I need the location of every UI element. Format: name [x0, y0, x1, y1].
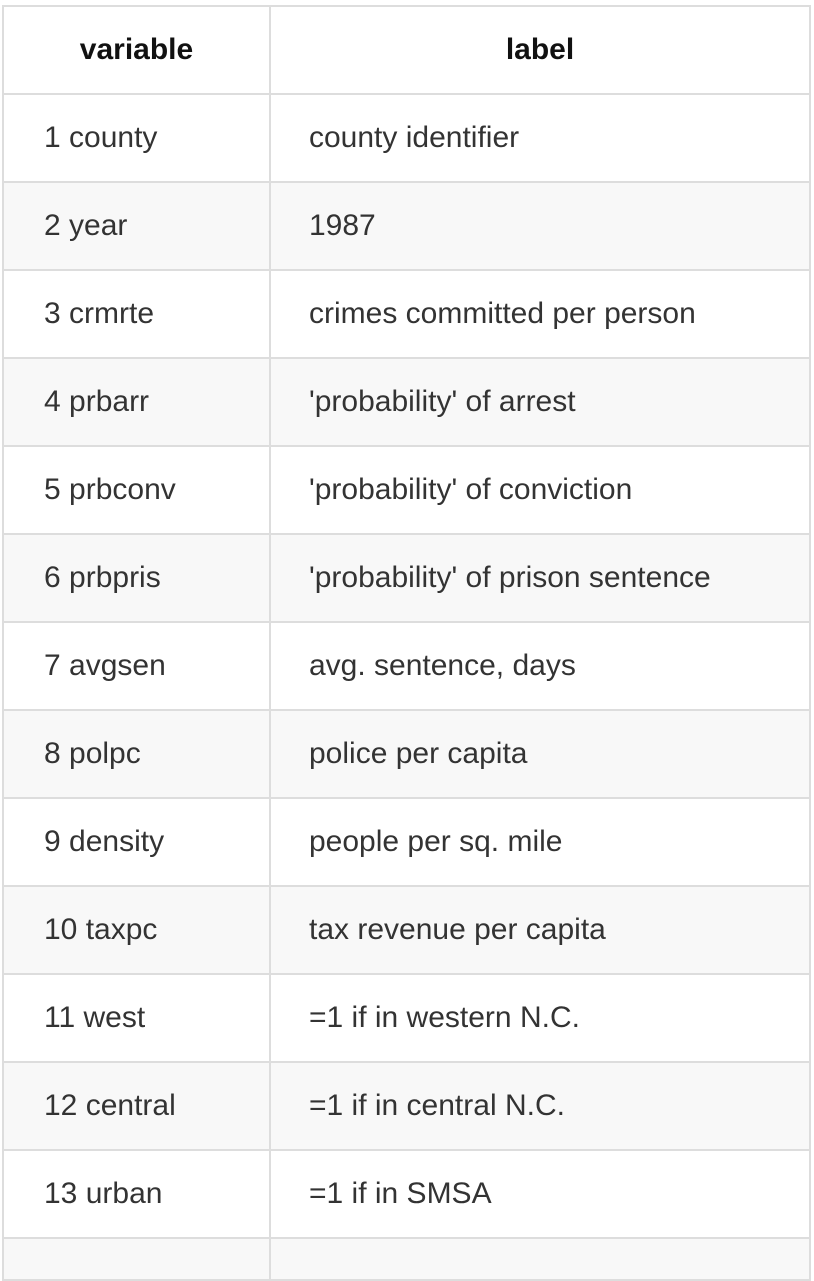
- table-row: 12 central =1 if in central N.C.: [2, 1061, 811, 1151]
- variable-cell: 5 prbconv: [2, 445, 271, 535]
- label-cell: avg. sentence, days: [269, 621, 811, 711]
- table-row: 4 prbarr 'probability' of arrest: [2, 357, 811, 447]
- label-cell: tax revenue per capita: [269, 885, 811, 975]
- variable-cell: 6 prbpris: [2, 533, 271, 623]
- label-cell: police per capita: [269, 709, 811, 799]
- variable-cell: 4 prbarr: [2, 357, 271, 447]
- label-cell: county identifier: [269, 93, 811, 183]
- table-row: 5 prbconv 'probability' of conviction: [2, 445, 811, 535]
- variable-cell: 2 year: [2, 181, 271, 271]
- label-cell: =1 if in SMSA: [269, 1149, 811, 1239]
- table-row: 13 urban =1 if in SMSA: [2, 1149, 811, 1239]
- label-cell: =1 if in western N.C.: [269, 973, 811, 1063]
- column-header-variable: variable: [2, 5, 271, 95]
- table-row: 10 taxpc tax revenue per capita: [2, 885, 811, 975]
- table-row: 8 polpc police per capita: [2, 709, 811, 799]
- table-row: 9 density people per sq. mile: [2, 797, 811, 887]
- column-header-label: label: [269, 5, 811, 95]
- variable-cell: 11 west: [2, 973, 271, 1063]
- label-cell: 'probability' of prison sentence: [269, 533, 811, 623]
- label-cell: 'probability' of arrest: [269, 357, 811, 447]
- table-row: 1 county county identifier: [2, 93, 811, 183]
- variable-cell: 3 crmrte: [2, 269, 271, 359]
- variable-cell: 13 urban: [2, 1149, 271, 1239]
- label-cell: 1987: [269, 181, 811, 271]
- label-cell: 'probability' of conviction: [269, 445, 811, 535]
- variable-cell: 12 central: [2, 1061, 271, 1151]
- variable-table: variable label 1 county county identifie…: [2, 5, 811, 1281]
- variable-cell: 8 polpc: [2, 709, 271, 799]
- variable-table-container: variable label 1 county county identifie…: [2, 5, 811, 1281]
- variable-cell: 10 taxpc: [2, 885, 271, 975]
- variable-cell: 9 density: [2, 797, 271, 887]
- table-body: 1 county county identifier 2 year 1987 3…: [2, 93, 811, 1281]
- variable-cell: 7 avgsen: [2, 621, 271, 711]
- table-row: 2 year 1987: [2, 181, 811, 271]
- table-row: 7 avgsen avg. sentence, days: [2, 621, 811, 711]
- label-cell-empty: [269, 1237, 811, 1281]
- label-cell: =1 if in central N.C.: [269, 1061, 811, 1151]
- table-row-partial: [2, 1237, 811, 1281]
- table-row: 6 prbpris 'probability' of prison senten…: [2, 533, 811, 623]
- header-row: variable label: [2, 5, 811, 95]
- table-row: 3 crmrte crimes committed per person: [2, 269, 811, 359]
- variable-cell: 1 county: [2, 93, 271, 183]
- table-row: 11 west =1 if in western N.C.: [2, 973, 811, 1063]
- variable-cell-empty: [2, 1237, 271, 1281]
- label-cell: crimes committed per person: [269, 269, 811, 359]
- label-cell: people per sq. mile: [269, 797, 811, 887]
- table-header: variable label: [2, 5, 811, 95]
